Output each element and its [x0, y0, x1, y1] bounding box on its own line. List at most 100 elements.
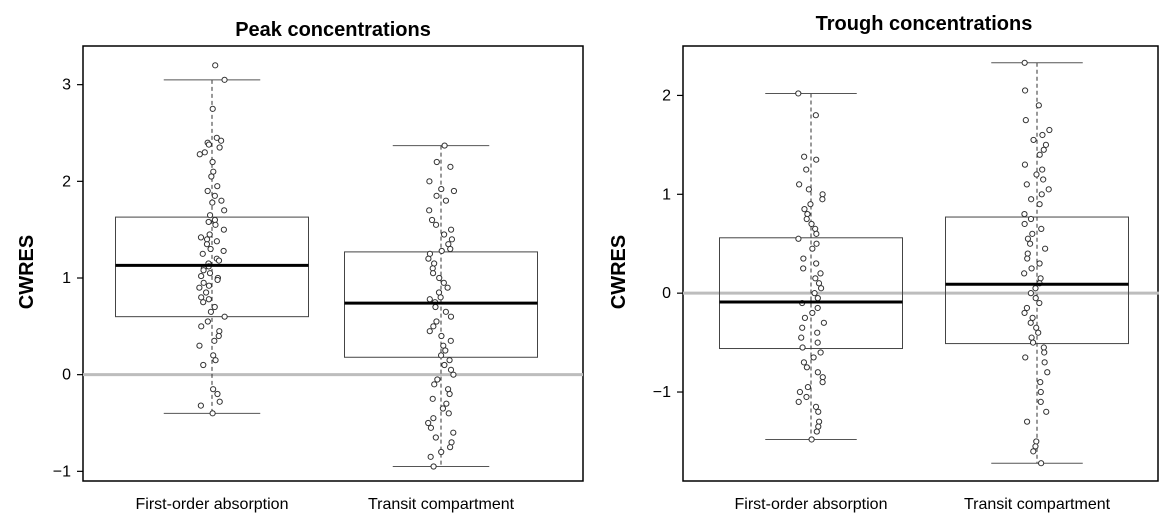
- data-point: [1029, 230, 1036, 237]
- data-point: [220, 226, 227, 233]
- data-point: [450, 187, 458, 195]
- data-point: [820, 319, 827, 326]
- data-point: [216, 144, 223, 151]
- data-point: [812, 112, 819, 119]
- box-group: [945, 59, 1129, 467]
- box-group: [344, 142, 538, 470]
- data-point: [211, 337, 218, 344]
- data-point: [1023, 304, 1031, 312]
- data-point: [799, 344, 806, 351]
- data-point: [813, 260, 820, 267]
- data-point: [1033, 324, 1040, 331]
- data-point: [804, 383, 812, 391]
- data-point: [803, 215, 810, 223]
- data-point: [795, 398, 802, 406]
- data-point: [442, 308, 449, 315]
- data-point: [1042, 245, 1049, 252]
- data-point: [447, 226, 455, 233]
- data-point: [1040, 146, 1047, 153]
- data-point: [1024, 250, 1031, 257]
- data-point: [444, 284, 451, 291]
- data-point: [209, 105, 216, 112]
- category-label: Transit compartment: [964, 496, 1111, 513]
- data-point: [1033, 171, 1040, 178]
- data-point: [426, 178, 433, 185]
- data-point: [446, 390, 453, 398]
- y-tick-label: 2: [662, 87, 671, 104]
- data-point: [1030, 136, 1037, 144]
- y-tick-label: 1: [662, 186, 671, 203]
- data-point: [1030, 448, 1037, 455]
- data-point: [1036, 151, 1043, 158]
- box-group: [719, 90, 903, 443]
- data-point: [432, 221, 440, 228]
- data-point: [1024, 235, 1032, 242]
- data-point: [210, 352, 217, 359]
- data-point: [1037, 398, 1044, 406]
- data-point: [446, 357, 453, 364]
- data-point: [430, 463, 437, 470]
- data-point: [429, 270, 437, 277]
- data-point: [428, 216, 436, 224]
- data-point: [450, 371, 457, 378]
- data-point: [1037, 275, 1044, 282]
- peak-category-labels: First-order absorption Transit compartmen…: [136, 496, 515, 513]
- data-point: [437, 352, 445, 359]
- data-point: [209, 158, 216, 166]
- data-point: [438, 332, 445, 340]
- data-point: [426, 207, 433, 214]
- data-point: [1033, 438, 1040, 445]
- data-point: [426, 296, 433, 303]
- trough-y-axis-label: CWRES: [608, 235, 630, 309]
- data-point: [1041, 349, 1048, 356]
- data-point: [214, 183, 221, 190]
- data-point: [441, 142, 448, 149]
- data-point: [447, 245, 454, 253]
- data-point: [1023, 418, 1031, 425]
- trough-plot-frame: [682, 45, 1159, 482]
- data-point: [215, 332, 222, 340]
- data-point: [1036, 260, 1043, 267]
- data-point: [1021, 59, 1028, 66]
- category-label: First-order absorption: [136, 496, 289, 513]
- data-point: [438, 247, 445, 255]
- data-point: [812, 225, 819, 232]
- data-point: [816, 418, 823, 425]
- data-point: [1028, 334, 1035, 341]
- data-point: [433, 318, 440, 325]
- data-point: [447, 444, 454, 451]
- data-point: [1028, 265, 1035, 272]
- y-tick-label: 0: [662, 285, 671, 302]
- data-point: [207, 245, 214, 253]
- data-point: [1046, 126, 1053, 134]
- data-point: [441, 361, 448, 369]
- y-tick-label: 2: [62, 173, 71, 190]
- data-point: [805, 186, 812, 193]
- data-point: [218, 197, 225, 204]
- data-point: [1036, 201, 1043, 208]
- data-point: [207, 308, 215, 315]
- data-point: [427, 453, 434, 460]
- data-point: [1021, 309, 1028, 317]
- data-point: [814, 304, 821, 312]
- data-point: [220, 247, 227, 255]
- data-point: [814, 369, 821, 376]
- data-point: [1022, 354, 1029, 361]
- data-point: [211, 303, 218, 311]
- data-point: [438, 448, 445, 456]
- data-point: [445, 410, 452, 417]
- data-point: [809, 309, 816, 317]
- data-point: [1022, 117, 1029, 124]
- data-point: [209, 199, 216, 206]
- data-point: [1032, 295, 1039, 302]
- data-point: [427, 424, 435, 431]
- data-point: [196, 151, 203, 158]
- data-point: [425, 255, 432, 262]
- data-point: [196, 342, 203, 349]
- data-point: [200, 299, 207, 306]
- data-point: [1044, 369, 1051, 376]
- data-point: [812, 275, 819, 282]
- data-point: [438, 185, 445, 193]
- data-point: [795, 90, 802, 97]
- data-point: [203, 241, 211, 248]
